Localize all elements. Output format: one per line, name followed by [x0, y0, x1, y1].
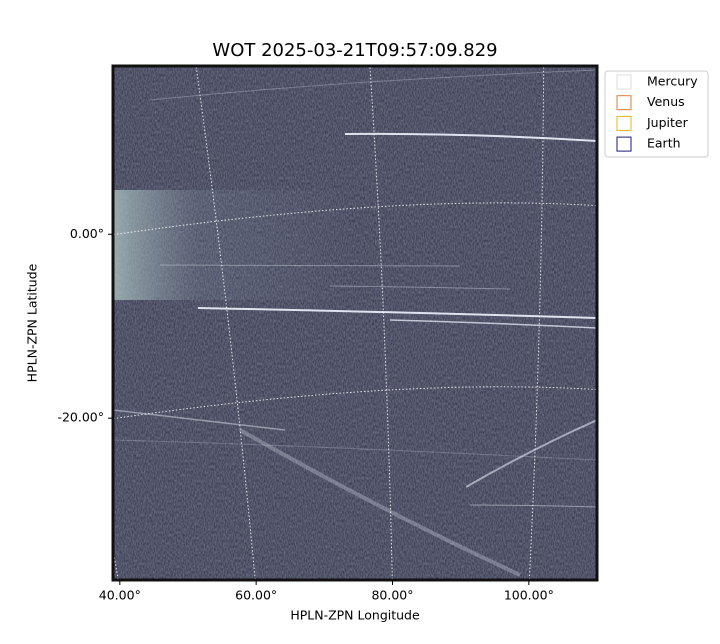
image [113, 66, 597, 580]
legend-swatch [616, 115, 632, 131]
x-tick-label: 80.00° [371, 588, 413, 603]
grid-line [113, 386, 597, 420]
grid-line [369, 66, 393, 580]
legend-label: Earth [647, 136, 681, 151]
x-tick-label: 60.00° [235, 588, 277, 603]
x-tick-label: 100.00° [504, 588, 554, 603]
legend-label: Mercury [647, 74, 698, 89]
legend-swatch [616, 74, 632, 90]
y-tick-label: -20.00° [57, 410, 104, 425]
grid-line [113, 202, 597, 236]
legend-label: Venus [647, 94, 685, 109]
grid-line [195, 66, 256, 580]
axes-frame [111, 64, 599, 582]
legend-label: Jupiter [646, 115, 689, 130]
grid-line [528, 66, 545, 580]
chart-title: WOT 2025-03-21T09:57:09.829 [212, 40, 497, 61]
x-axis-label: HPLN-ZPN Longitude [290, 608, 420, 623]
legend-swatch [616, 95, 632, 111]
legend-swatch [616, 136, 632, 152]
y-axis-label: HPLN-ZPN Latitude [25, 263, 40, 382]
legend [604, 70, 709, 158]
x-tick-label: 40.00° [99, 588, 141, 603]
y-tick-label: 0.00° [70, 226, 104, 241]
